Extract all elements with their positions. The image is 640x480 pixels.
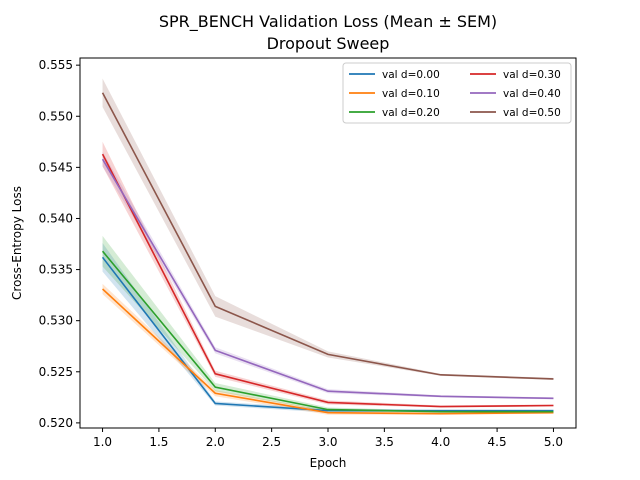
x-tick-label: 2.0 <box>206 435 225 449</box>
series-line-5 <box>101 92 554 380</box>
legend-label-5: val d=0.50 <box>503 107 561 119</box>
series-line-3 <box>101 153 554 408</box>
x-tick-label: 3.0 <box>318 435 337 449</box>
series-line-2 <box>101 250 554 413</box>
y-tick-label: 0.555 <box>39 58 73 72</box>
y-tick-label: 0.520 <box>39 416 73 430</box>
sem-band-5 <box>102 78 554 380</box>
series-line-4 <box>101 158 554 400</box>
legend-box <box>342 62 572 124</box>
y-tick-label: 0.545 <box>39 160 73 174</box>
y-axis: 0.520 0.525 0.530 0.535 0.540 0.545 0.550 0.555 <box>39 58 80 430</box>
chart-title: SPR_BENCH Validation Loss (Mean ± SEM) <box>159 12 497 32</box>
y-tick-label: 0.530 <box>39 314 73 328</box>
x-tick-label: 1.0 <box>93 435 112 449</box>
x-tick-label: 5.0 <box>544 435 563 449</box>
sem-band-2 <box>102 235 554 413</box>
x-tick-label: 3.5 <box>375 435 394 449</box>
legend-label-1: val d=0.10 <box>382 88 440 100</box>
series-lines <box>101 92 554 415</box>
x-tick-label: 2.5 <box>262 435 281 449</box>
x-axis: 1.0 1.5 2.0 2.5 3.0 3.5 4.0 4.5 5.0 <box>93 428 563 449</box>
sem-bands <box>102 78 554 415</box>
x-axis-label: Epoch <box>310 456 347 470</box>
legend: val d=0.00 val d=0.10 val d=0.20 val d=0.30… <box>342 62 572 124</box>
y-tick-label: 0.540 <box>39 211 73 225</box>
y-tick-label: 0.550 <box>39 109 73 123</box>
y-tick-label: 0.535 <box>39 263 73 277</box>
series-line-1 <box>102 288 554 415</box>
legend-label-3: val d=0.30 <box>503 69 561 81</box>
sem-band-1 <box>102 283 554 415</box>
legend-label-0: val d=0.00 <box>382 69 440 81</box>
x-tick-label: 4.5 <box>488 435 507 449</box>
x-tick-label: 1.5 <box>149 435 168 449</box>
legend-label-2: val d=0.20 <box>382 107 440 119</box>
series-line-0 <box>101 256 554 412</box>
sem-band-4 <box>102 152 554 400</box>
x-tick-label: 4.0 <box>431 435 450 449</box>
legend-label-4: val d=0.40 <box>503 88 561 100</box>
y-axis-label: Cross-Entropy Loss <box>10 186 24 300</box>
y-tick-label: 0.525 <box>39 365 73 379</box>
chart-subtitle: Dropout Sweep <box>267 34 390 53</box>
